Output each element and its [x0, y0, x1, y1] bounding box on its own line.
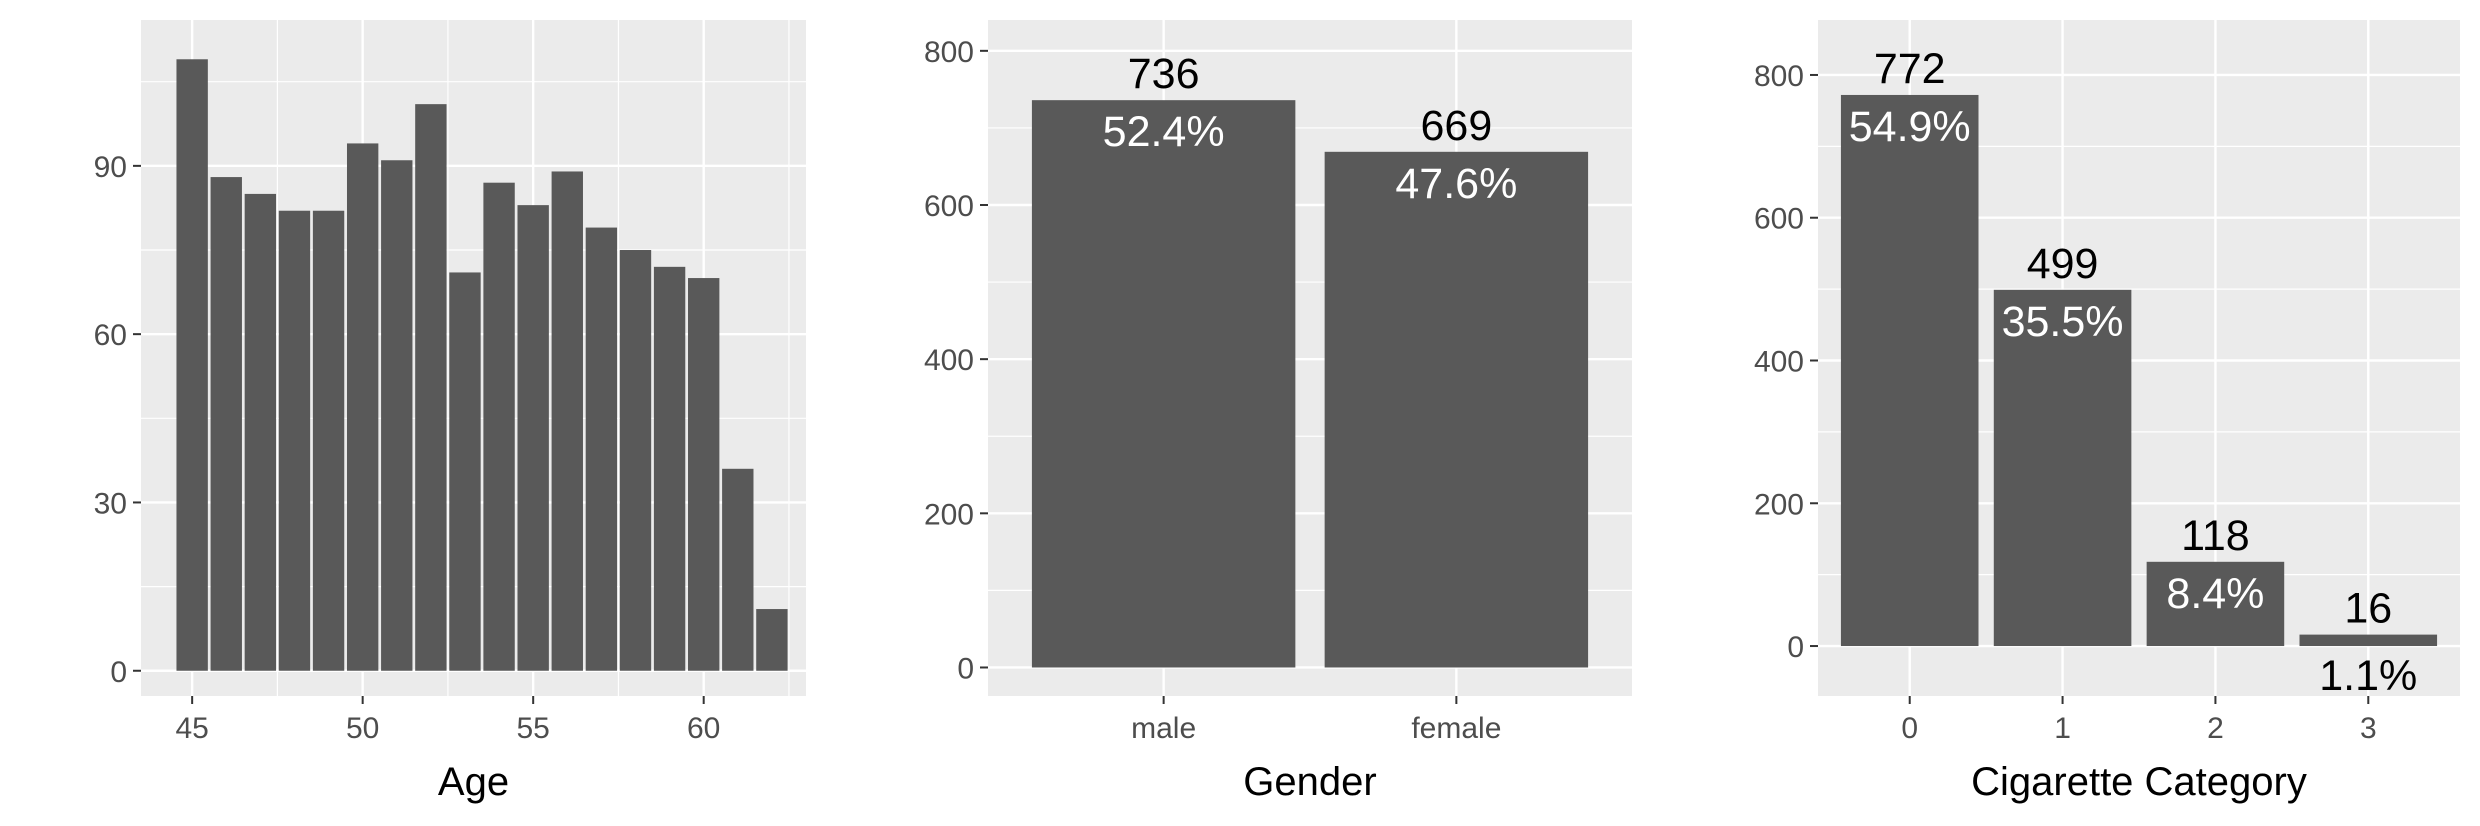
bar [619, 250, 652, 671]
y-tick-label: 400 [1754, 345, 1804, 378]
bar [210, 177, 242, 671]
bar [1993, 289, 2132, 647]
bar [2299, 634, 2438, 647]
bar-percent-label: 47.6% [1395, 160, 1517, 208]
x-tick-label: 55 [516, 712, 549, 745]
bar [653, 266, 686, 671]
x-tick-label: female [1411, 712, 1501, 745]
x-tick-label: 3 [2360, 712, 2377, 745]
bar-percent-label: 1.1% [2319, 652, 2417, 700]
bar-percent-label: 35.5% [2002, 298, 2124, 346]
bar [415, 104, 447, 671]
y-tick-label: 600 [924, 190, 974, 223]
x-tick-label: 0 [1901, 712, 1918, 745]
age-histogram-panel: 0 30 60 90 45 50 55 60 Age [94, 20, 806, 804]
bar-count-label: 16 [2344, 585, 2392, 633]
bar [1840, 94, 1979, 647]
x-tick-label: 2 [2207, 712, 2224, 745]
bar [312, 210, 345, 671]
y-tick-label: 90 [94, 151, 127, 184]
x-tick-label: 1 [2054, 712, 2071, 745]
x-axis-title: Age [438, 760, 509, 804]
bar [278, 210, 311, 671]
bar [1031, 100, 1296, 668]
x-axis-title: Cigarette Category [1971, 760, 2307, 804]
bar [551, 171, 583, 671]
bar [585, 227, 618, 671]
bar [449, 272, 481, 671]
bar [2146, 561, 2285, 647]
bar-count-label: 669 [1420, 102, 1492, 150]
bar-count-label: 499 [2027, 240, 2099, 288]
gender-bar-panel: 0 200 400 600 800 male female 736 52.4% 669 47.6% G… [924, 20, 1632, 804]
bar [176, 59, 208, 671]
bar [346, 143, 379, 671]
y-tick-label: 0 [957, 652, 974, 685]
bar-count-label: 118 [2181, 512, 2250, 560]
bar-count-label: 772 [1874, 45, 1946, 93]
y-tick-label: 800 [924, 36, 974, 69]
y-tick-label: 200 [1754, 488, 1804, 521]
bar [1324, 151, 1589, 668]
cigarette-bar-panel: 0 200 400 600 800 0 1 2 3 772 54.9% 499 35.5% 118 8.4%… [1754, 20, 2460, 804]
y-tick-label: 60 [94, 319, 127, 352]
x-tick-label: 50 [346, 712, 379, 745]
x-tick-label: male [1131, 712, 1196, 745]
bar [517, 205, 549, 671]
bar [688, 278, 720, 671]
bar-count-label: 736 [1128, 50, 1200, 98]
y-tick-label: 200 [924, 498, 974, 531]
y-tick-label: 30 [94, 487, 127, 520]
y-tick-label: 800 [1754, 60, 1804, 93]
x-axis-title: Gender [1243, 760, 1376, 804]
bar-percent-label: 54.9% [1849, 103, 1971, 151]
bar [244, 193, 277, 671]
bar [756, 609, 788, 671]
bar-percent-label: 52.4% [1103, 108, 1225, 156]
y-tick-label: 0 [110, 656, 127, 689]
y-tick-label: 0 [1787, 631, 1804, 664]
x-tick-label: 45 [175, 712, 208, 745]
y-tick-label: 600 [1754, 203, 1804, 236]
bar [483, 182, 515, 671]
x-tick-label: 60 [687, 712, 720, 745]
bar-percent-label: 8.4% [2166, 570, 2264, 618]
bar [381, 160, 413, 671]
y-tick-label: 400 [924, 344, 974, 377]
bar [722, 468, 754, 671]
